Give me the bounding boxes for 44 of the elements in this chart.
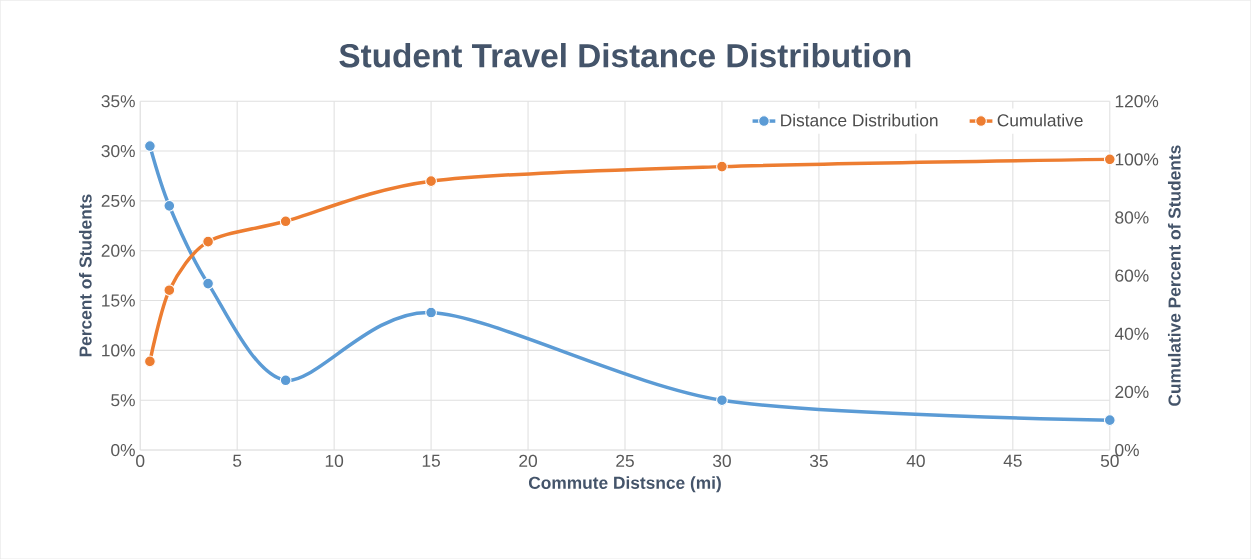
x-tick-label: 45 xyxy=(1003,454,1022,467)
point xyxy=(202,277,214,290)
point xyxy=(163,284,176,296)
y-tick-label: 0% xyxy=(111,443,135,457)
x-tick-label: 5 xyxy=(233,454,242,467)
x-axis-title: Commute Distsnce (mi) xyxy=(528,476,721,493)
y2-tick-label: 120% xyxy=(1115,94,1159,108)
y2-tick-label: 80% xyxy=(1115,211,1149,224)
y-axis-title: Percent of Students xyxy=(78,194,92,357)
y-tick-label: 20% xyxy=(101,244,135,257)
point xyxy=(425,175,437,187)
x-tick-label: 30 xyxy=(713,454,731,467)
point xyxy=(716,394,728,406)
x-tick-label: 35 xyxy=(809,454,828,467)
y-tick-label: 30% xyxy=(101,144,135,158)
y2-tick-label: 60% xyxy=(1115,269,1149,282)
point xyxy=(716,160,728,173)
y2-axis-title: Cumulative Percent of Students xyxy=(1167,145,1181,406)
y-tick-label: 5% xyxy=(111,393,135,407)
x-tick-label: 40 xyxy=(906,454,925,467)
y-tick-label: 10% xyxy=(102,344,135,357)
y2-tick-label: 20% xyxy=(1115,385,1149,398)
y-tick-label: 35% xyxy=(101,94,135,108)
legend-label: Distance Distribution xyxy=(781,113,938,127)
chart-title: Student Travel Distance Distribution xyxy=(339,42,911,68)
point xyxy=(1103,414,1116,426)
point xyxy=(425,306,437,319)
legend-label: Cumulative xyxy=(997,113,1083,127)
x-tick-label: 0 xyxy=(136,454,145,467)
point xyxy=(202,235,214,248)
x-tick-label: 20 xyxy=(519,454,538,467)
x-tick-label: 25 xyxy=(616,454,634,467)
y-tick-label: 15% xyxy=(102,294,135,307)
point xyxy=(279,374,292,387)
point xyxy=(163,199,176,212)
point xyxy=(1103,153,1116,166)
point xyxy=(144,140,156,152)
y2-tick-label: 40% xyxy=(1114,327,1149,340)
y2-tick-label: 100% xyxy=(1115,153,1159,166)
x-tick-label: 15 xyxy=(422,454,440,467)
y-tick-label: 25% xyxy=(101,194,135,207)
point xyxy=(144,355,156,368)
point xyxy=(279,215,292,227)
x-tick-label: 10 xyxy=(325,454,344,467)
